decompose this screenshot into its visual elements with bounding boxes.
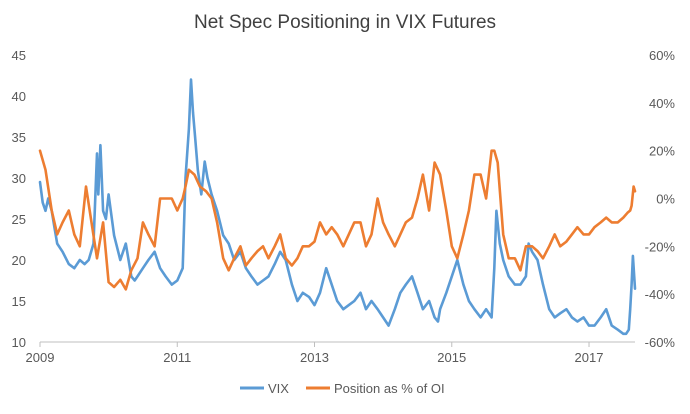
series-line-position-as-of-oi: [38, 149, 637, 291]
x-tick-label: 2017: [575, 350, 604, 365]
y-left-tick-label: 35: [12, 130, 26, 145]
y-right-tick-label: 40%: [649, 96, 675, 111]
x-tick-label: 2015: [437, 350, 466, 365]
legend-label-position-as-of-oi: Position as % of OI: [334, 381, 445, 396]
y-right-tick-label: -60%: [645, 335, 676, 350]
legend: VIX Position as % of OI: [240, 381, 445, 396]
y-right-axis-ticks: 60% 40% 20% 0% -20% -40% -60%: [645, 48, 676, 350]
y-left-tick-label: 25: [12, 212, 26, 227]
y-left-tick-label: 40: [12, 89, 26, 104]
y-right-tick-label: 60%: [649, 48, 675, 63]
y-right-tick-label: -20%: [645, 239, 676, 254]
y-left-axis-ticks: 45 40 35 30 25 20 15 10: [12, 48, 26, 350]
x-axis-ticks: 2009 2011 2013 2015 2017: [26, 342, 604, 365]
y-left-tick-label: 30: [12, 171, 26, 186]
y-right-tick-label: 0%: [656, 192, 675, 207]
chart-title: Net Spec Positioning in VIX Futures: [194, 12, 496, 33]
y-left-tick-label: 15: [12, 294, 26, 309]
x-tick-label: 2013: [300, 350, 329, 365]
y-left-tick-label: 20: [12, 253, 26, 268]
series-layer: [38, 78, 637, 336]
y-left-tick-label: 45: [12, 48, 26, 63]
x-tick-label: 2011: [163, 350, 191, 365]
y-left-tick-label: 10: [12, 335, 26, 350]
legend-label-vix: VIX: [268, 381, 289, 396]
y-right-tick-label: 20%: [649, 144, 675, 159]
series-line-vix: [38, 78, 637, 336]
x-tick-label: 2009: [26, 350, 55, 365]
y-right-tick-label: -40%: [645, 287, 676, 302]
